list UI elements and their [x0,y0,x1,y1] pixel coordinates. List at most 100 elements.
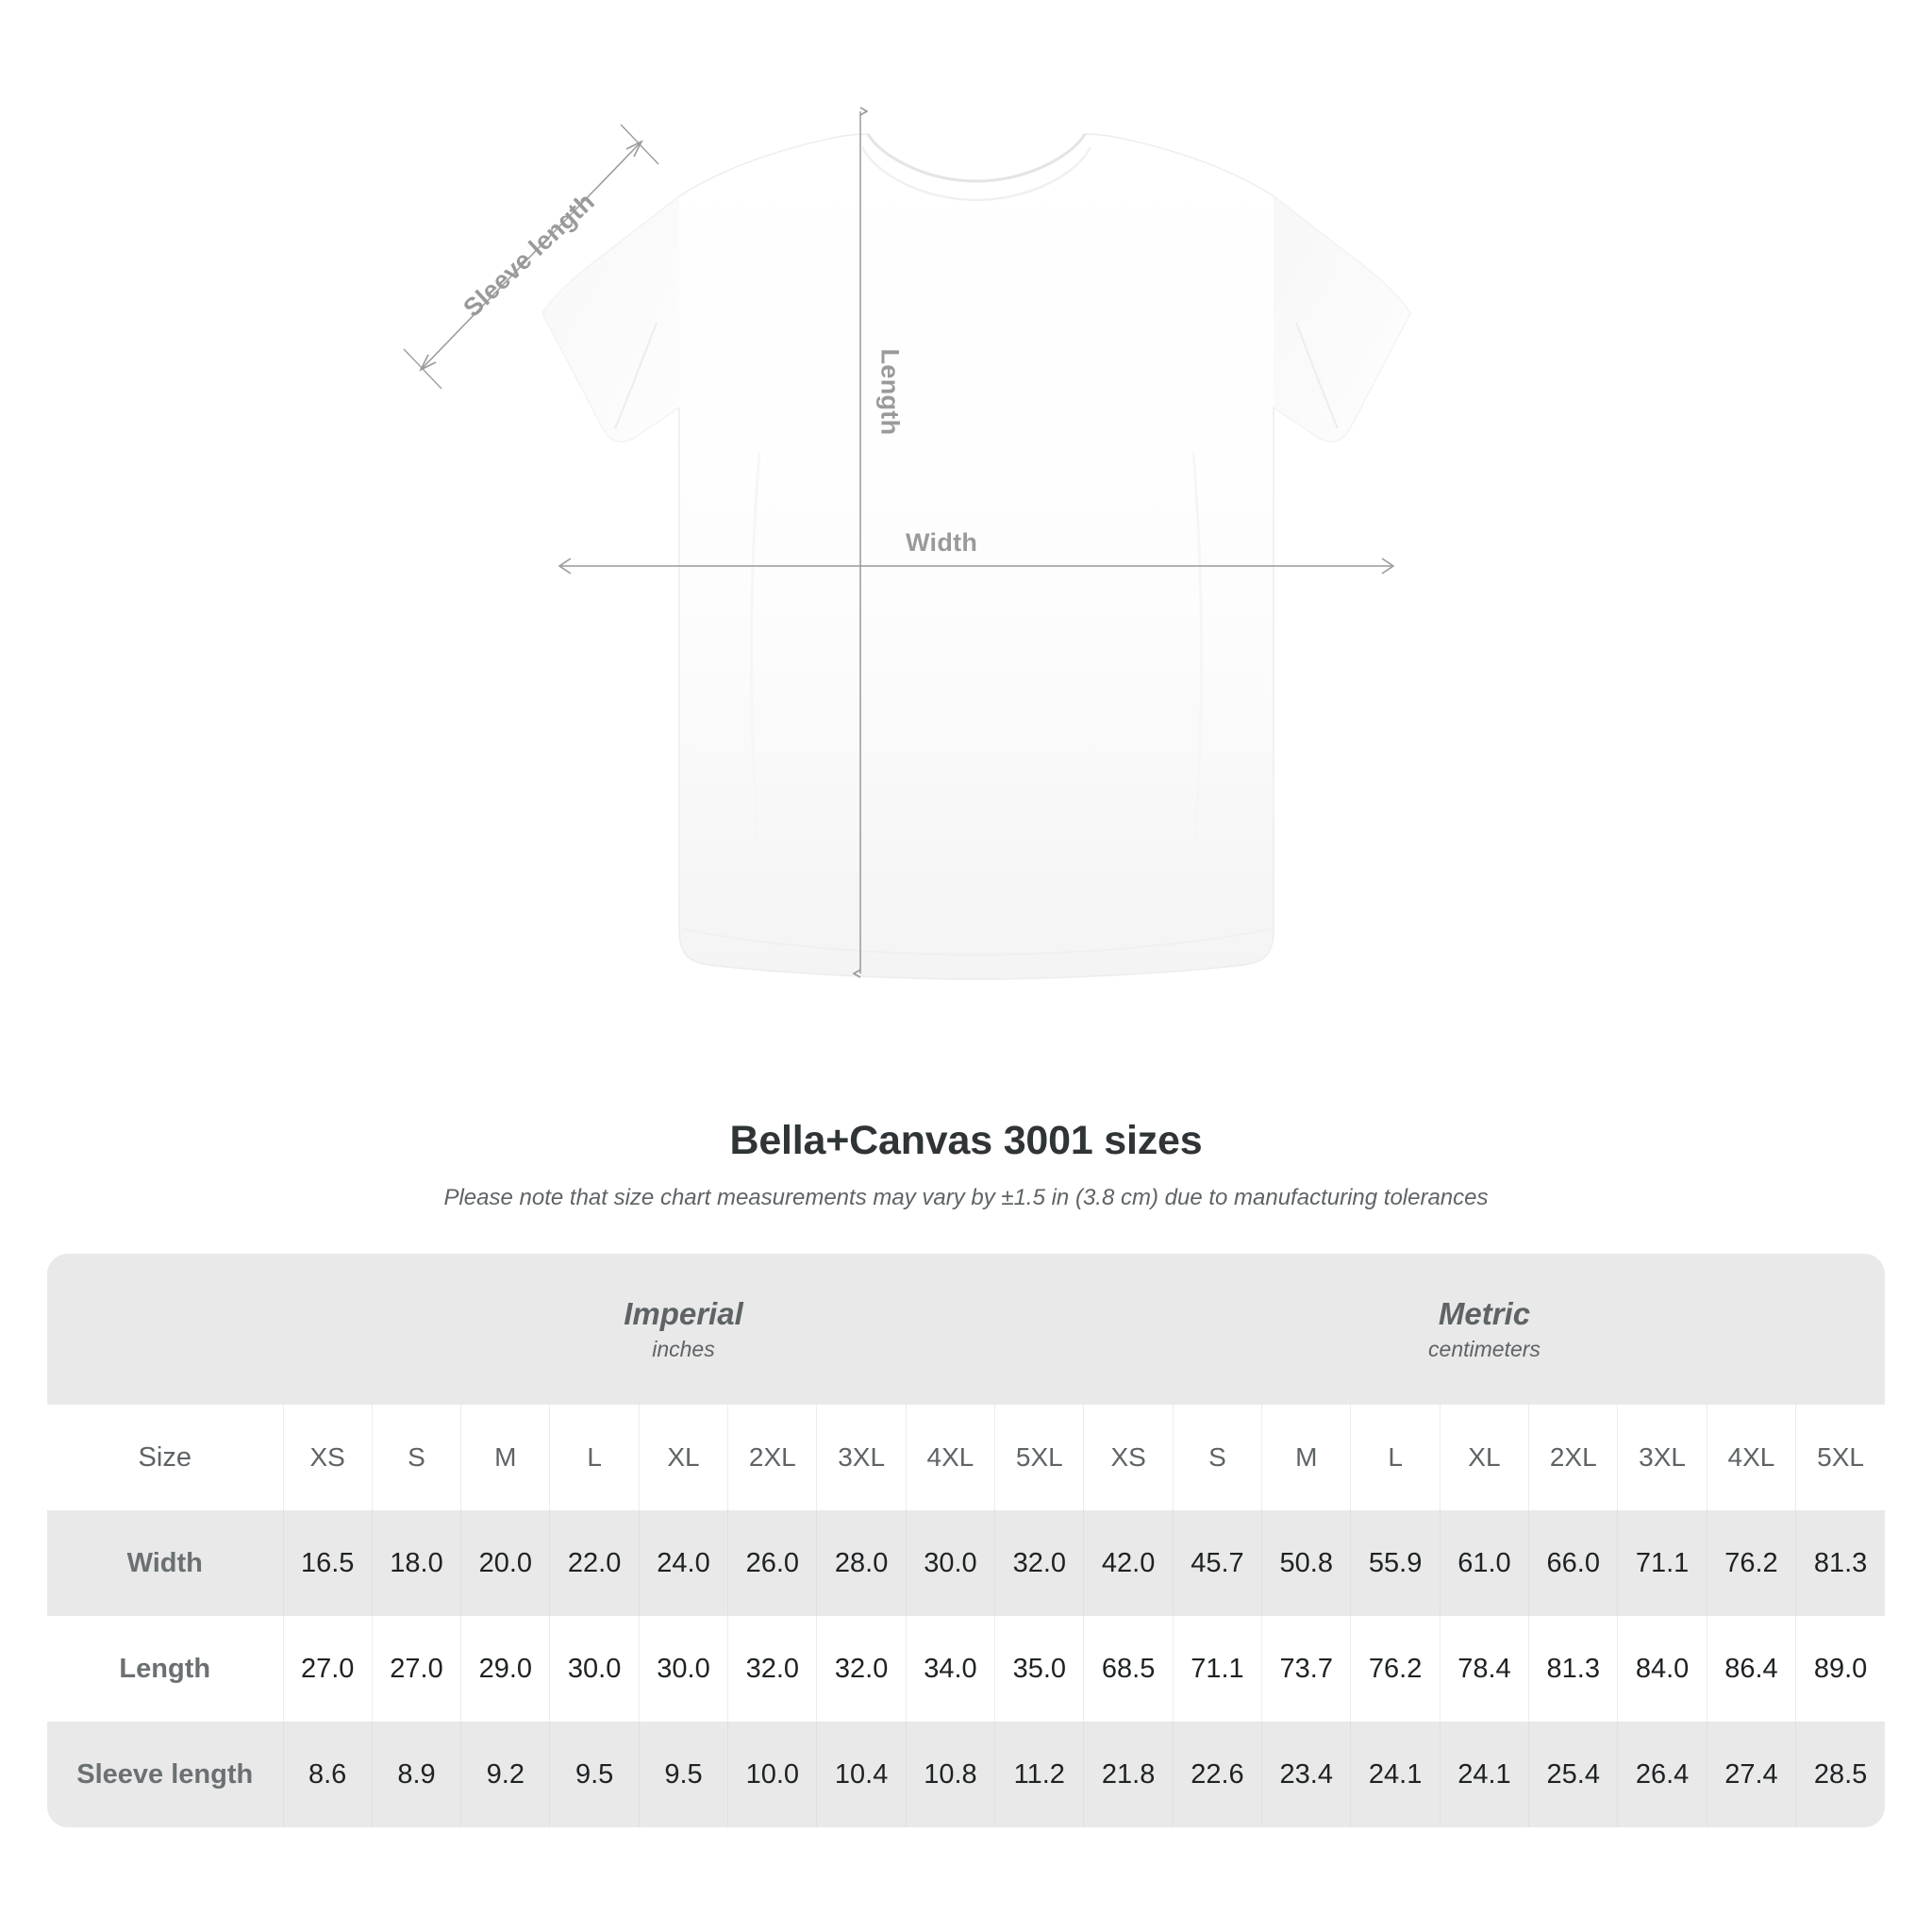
unit-header-imperial-name: Imperial [624,1295,743,1331]
measurement-cell: 30.0 [639,1616,729,1722]
size-column-header: 3XL [1617,1405,1707,1510]
measurement-cell: 81.3 [1795,1510,1885,1616]
size-column-header: XS [1083,1405,1174,1510]
measurement-cell: 27.4 [1707,1722,1797,1827]
size-column-header: 2XL [727,1405,818,1510]
measurement-cell: 66.0 [1528,1510,1619,1616]
measurement-cell: 10.4 [816,1722,907,1827]
unit-header-metric-sub: centimeters [1428,1337,1541,1362]
measurement-cell: 30.0 [549,1616,640,1722]
measurement-cell: 10.8 [906,1722,996,1827]
measurement-cell: 35.0 [994,1616,1085,1722]
size-column-header: XL [1440,1405,1530,1510]
measurement-cell: 21.8 [1083,1722,1174,1827]
measurement-cell: 81.3 [1528,1616,1619,1722]
measurement-cell: 26.4 [1617,1722,1707,1827]
size-column-header: 2XL [1528,1405,1619,1510]
measurement-cell: 30.0 [906,1510,996,1616]
measurement-row-label: Length [47,1616,284,1722]
unit-banner-row: Imperial inches Metric centimeters [47,1254,1885,1405]
measurement-cell: 76.2 [1350,1616,1441,1722]
size-column-header: M [1261,1405,1352,1510]
measurement-row-label: Width [47,1510,284,1616]
tshirt-body-shape [541,133,1411,980]
measurement-cell: 50.8 [1261,1510,1352,1616]
measurement-cell: 18.0 [372,1510,462,1616]
measurement-cell: 23.4 [1261,1722,1352,1827]
unit-header-imperial: Imperial inches [283,1254,1084,1405]
size-column-header: L [549,1405,640,1510]
measurement-cell: 10.0 [727,1722,818,1827]
size-column-header: 4XL [1707,1405,1797,1510]
table-row: Width 16.5 18.0 20.0 22.0 24.0 26.0 28.0 30.0 32.… [47,1510,1885,1616]
measurement-cell: 71.1 [1617,1510,1707,1616]
sleeve-dimension-line [403,124,659,390]
measurement-cell: 71.1 [1173,1616,1263,1722]
size-table-container: Imperial inches Metric centimeters Size XS S M L… [47,1254,1885,1827]
measurement-cell: 29.0 [460,1616,551,1722]
unit-banner-spacer [47,1254,283,1405]
measurement-cell: 86.4 [1707,1616,1797,1722]
measurement-cell: 68.5 [1083,1616,1174,1722]
table-row: Sleeve length 8.6 8.9 9.2 9.5 9.5 10.0 10.4 10.8… [47,1722,1885,1827]
unit-header-metric-name: Metric [1438,1295,1531,1331]
measurement-cell: 28.0 [816,1510,907,1616]
tshirt-illustration [396,75,1557,1075]
size-column-header: 3XL [816,1405,907,1510]
measurement-cell: 73.7 [1261,1616,1352,1722]
measurement-cell: 27.0 [282,1616,373,1722]
measurement-cell: 9.5 [639,1722,729,1827]
measurement-cell: 8.9 [372,1722,462,1827]
measurement-cell: 32.0 [816,1616,907,1722]
measurement-cell: 45.7 [1173,1510,1263,1616]
unit-header-metric: Metric centimeters [1083,1254,1885,1405]
tshirt-diagram: Sleeve length Length Width [396,0,1557,1075]
size-table: Imperial inches Metric centimeters Size XS S M L… [47,1254,1885,1827]
measurement-cell: 32.0 [994,1510,1085,1616]
measurement-cell: 9.2 [460,1722,551,1827]
tshirt-svg [403,75,1411,980]
measurement-cell: 34.0 [906,1616,996,1722]
measurement-cell: 61.0 [1440,1510,1530,1616]
width-dimension-line [558,558,1395,575]
measurement-cell: 42.0 [1083,1510,1174,1616]
size-column-header: 4XL [906,1405,996,1510]
measurement-cell: 22.6 [1173,1722,1263,1827]
measurement-cell: 32.0 [727,1616,818,1722]
size-column-header: XS [282,1405,373,1510]
measurement-cell: 27.0 [372,1616,462,1722]
measurement-cell: 89.0 [1795,1616,1885,1722]
measurement-cell: 55.9 [1350,1510,1441,1616]
chart-heading-block: Bella+Canvas 3001 sizes Please note that… [0,1118,1932,1211]
size-row-header: Size [47,1405,284,1510]
measurement-cell: 76.2 [1707,1510,1797,1616]
unit-header-imperial-sub: inches [652,1337,715,1362]
measurement-cell: 22.0 [549,1510,640,1616]
measurement-row-label: Sleeve length [47,1722,284,1827]
size-column-header: 5XL [994,1405,1085,1510]
table-row: Length 27.0 27.0 29.0 30.0 30.0 32.0 32.0 34.0 35… [47,1616,1885,1722]
measurement-cell: 78.4 [1440,1616,1530,1722]
measurement-cell: 11.2 [994,1722,1085,1827]
measurement-cell: 20.0 [460,1510,551,1616]
measurement-cell: 16.5 [282,1510,373,1616]
measurement-cell: 24.1 [1350,1722,1441,1827]
measurement-cell: 9.5 [549,1722,640,1827]
size-column-header: S [1173,1405,1263,1510]
width-label: Width [906,528,978,557]
size-column-header: 5XL [1795,1405,1885,1510]
measurement-cell: 84.0 [1617,1616,1707,1722]
page-title: Bella+Canvas 3001 sizes [729,1118,1203,1163]
size-column-header: XL [639,1405,729,1510]
tolerance-note: Please note that size chart measurements… [443,1185,1489,1210]
size-column-header: M [460,1405,551,1510]
size-column-header: S [372,1405,462,1510]
measurement-cell: 24.0 [639,1510,729,1616]
measurement-cell: 26.0 [727,1510,818,1616]
size-column-header: L [1350,1405,1441,1510]
measurement-cell: 25.4 [1528,1722,1619,1827]
measurement-cell: 8.6 [282,1722,373,1827]
measurement-cell: 28.5 [1795,1722,1885,1827]
measurement-cell: 24.1 [1440,1722,1530,1827]
